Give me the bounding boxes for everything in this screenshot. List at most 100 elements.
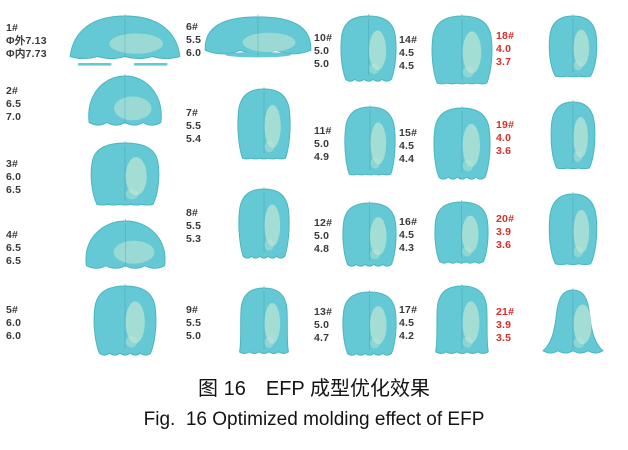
specimen-value: 6.5 — [6, 242, 22, 254]
shape-cell — [214, 86, 314, 167]
efp-result-item: 5# 6.0 6.0 — [6, 284, 186, 362]
efp-result-item: 13# 5.0 4.7 — [314, 289, 399, 362]
specimen-value: 6.0 — [6, 316, 22, 329]
bell-scallop-shape — [432, 106, 491, 180]
specimen-label: 15# 4.5 4.4 — [399, 127, 427, 166]
specimen-id: 12# — [314, 217, 333, 230]
specimen-id: 14# — [399, 33, 418, 46]
specimen-value: 5.0 — [314, 137, 330, 150]
specimen-value: 5.5 — [186, 219, 202, 232]
specimen-value: 3.6 — [496, 238, 512, 251]
specimen-value: 3.7 — [496, 55, 512, 68]
specimen-label: 9# 5.5 5.0 — [186, 304, 214, 343]
specimen-value: 5.5 — [186, 317, 202, 330]
specimen-id: 4# — [6, 229, 19, 241]
bell-scallop-shape — [434, 200, 489, 264]
specimen-value: 4.0 — [496, 42, 512, 55]
bell-skirt-shape — [239, 285, 289, 355]
caption-chinese: 图 16 EFP 成型优化效果 — [198, 378, 430, 400]
specimen-value: 5.0 — [314, 44, 330, 57]
specimen-label: 6# 5.5 6.0 — [186, 21, 201, 60]
efp-result-item: 2# 6.5 7.0 — [6, 73, 186, 136]
specimen-value: 5.5 — [186, 33, 202, 46]
efp-result-item: 4# 6.5 6.5 — [6, 218, 186, 279]
specimen-value: 4.5 — [399, 228, 415, 241]
figure-captions: 图 16 EFP 成型优化效果 Fig. 16 Optimized moldin… — [0, 376, 628, 432]
specimen-value: 4.5 — [399, 59, 415, 72]
specimen-value: 4.8 — [314, 243, 330, 256]
specimen-id: 21# — [496, 305, 515, 318]
result-column-3: 10# 5.0 5.0 11# 5.0 4.9 12# 5.0 4.8 13# 5.0 4.7 — [314, 14, 399, 362]
specimen-id: 19# — [496, 118, 515, 131]
specimen-label: 12# 5.0 4.8 — [314, 217, 340, 256]
efp-result-item: 12# 5.0 4.8 — [314, 200, 399, 273]
specimen-id: 18# — [496, 29, 515, 42]
bell-scallop-shape — [340, 14, 397, 82]
shape-cell — [64, 141, 186, 213]
shape-cell — [64, 284, 186, 362]
bell-scallop-shape — [93, 284, 157, 356]
specimen-value: 5.0 — [186, 330, 202, 343]
shape-cell — [523, 100, 622, 176]
specimen-value: 5.0 — [314, 230, 330, 243]
efp-result-item: 10# 5.0 5.0 — [314, 14, 399, 88]
shape-cell — [201, 14, 315, 66]
specimen-value: 5.0 — [314, 57, 330, 70]
bell-shape — [344, 105, 396, 176]
specimen-label: 13# 5.0 4.7 — [314, 306, 340, 345]
efp-result-item: 8# 5.5 5.3 — [186, 187, 314, 265]
specimen-value: 4.5 — [399, 46, 415, 59]
efp-result-item: 20# 3.9 3.6 — [496, 192, 622, 272]
efp-result-item: 7# 5.5 5.4 — [186, 86, 314, 167]
shape-cell — [427, 14, 496, 92]
flared-skirt-shape — [542, 288, 603, 354]
specimen-label: 11# 5.0 4.9 — [314, 125, 341, 164]
specimen-value: 5.0 — [314, 319, 330, 332]
specimen-label: 18# 4.0 3.7 — [496, 30, 523, 69]
specimen-id: 16# — [399, 215, 418, 228]
specimen-label: 8# 5.5 5.3 — [186, 207, 214, 246]
egg-shape — [550, 100, 595, 170]
specimen-label: 7# 5.5 5.4 — [186, 107, 214, 146]
specimen-value: 6.0 — [6, 170, 22, 183]
specimen-label: 16# 4.5 4.3 — [399, 216, 427, 255]
specimen-id: 17# — [399, 303, 418, 316]
result-column-2: 6# 5.5 6.0 7# 5.5 5.4 8# 5.5 5.3 9# 5.5 5.0 — [186, 14, 314, 362]
efp-result-item: 17# 4.5 4.2 — [399, 284, 496, 362]
specimen-label: 4# 6.5 6.5 — [6, 229, 64, 268]
specimen-id: 9# — [186, 304, 199, 317]
efp-result-item: 18# 4.0 3.7 — [496, 14, 622, 84]
shape-cell — [64, 14, 186, 68]
shape-cell — [523, 14, 622, 84]
specimen-label: 2# 6.5 7.0 — [6, 85, 64, 124]
result-column-1: 1# Φ外7.13 Φ内7.73 2# 6.5 7.0 3# 6.0 6.5 4# 6.5 6.5 5#… — [6, 14, 186, 362]
specimen-id: 3# — [6, 157, 19, 170]
shape-cell — [427, 200, 496, 270]
shape-cell — [340, 289, 399, 362]
wide-flat-cap-shape — [204, 14, 312, 58]
round-cap-shape — [85, 218, 165, 269]
specimen-value: 3.9 — [496, 318, 512, 331]
result-column-4: 14# 4.5 4.5 15# 4.5 4.4 16# 4.5 4.3 17# 4.5 4.2 — [399, 14, 496, 362]
specimen-label: 14# 4.5 4.5 — [399, 34, 427, 73]
specimen-label: 19# 4.0 3.6 — [496, 119, 523, 158]
specimen-value: 3.9 — [496, 225, 512, 238]
specimen-label: 1# Φ外7.13 Φ内7.73 — [6, 22, 64, 61]
specimen-id: 6# — [186, 20, 199, 33]
specimen-value: 4.5 — [399, 139, 415, 152]
specimen-id: 1# — [6, 21, 19, 34]
wide-dome-shape — [69, 14, 181, 66]
specimen-label: 10# 5.0 5.0 — [314, 32, 338, 71]
shape-cell — [214, 285, 314, 362]
efp-result-grid: 1# Φ外7.13 Φ内7.73 2# 6.5 7.0 3# 6.0 6.5 4# 6.5 6.5 5#… — [6, 14, 622, 362]
specimen-id: 5# — [6, 303, 19, 316]
round-cap-shape — [88, 73, 162, 126]
shape-cell — [427, 284, 496, 362]
specimen-label: 21# 3.9 3.5 — [496, 306, 523, 345]
shape-cell — [341, 105, 399, 183]
specimen-id: 7# — [186, 107, 199, 120]
efp-result-item: 9# 5.5 5.0 — [186, 285, 314, 362]
bell-shape — [237, 86, 291, 160]
shape-cell — [338, 14, 399, 88]
